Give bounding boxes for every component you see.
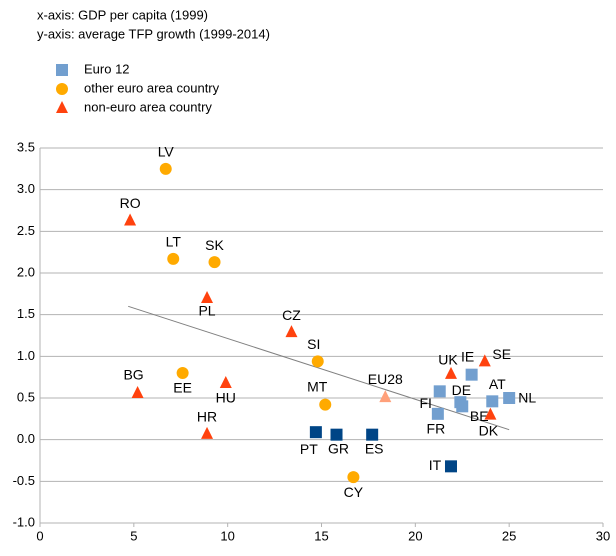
x-tick-label: 10: [220, 528, 234, 543]
point-label: HR: [197, 409, 217, 425]
marker: [309, 426, 322, 439]
y-tick-label: 1.0: [17, 348, 35, 363]
legend-label: other euro area country: [84, 80, 220, 95]
x-tick-label: 20: [408, 528, 422, 543]
marker: [330, 428, 343, 441]
marker: [319, 398, 332, 411]
marker: [486, 395, 499, 408]
trendline: [128, 305, 510, 431]
x-tick-label: 5: [130, 528, 137, 543]
x-tick-label: 0: [36, 528, 43, 543]
marker: [456, 400, 469, 413]
point-label: UK: [438, 352, 458, 368]
marker: [176, 367, 189, 379]
x-tick-label: 30: [596, 528, 610, 543]
point-label: ES: [365, 440, 384, 456]
point-label: BG: [123, 367, 143, 383]
y-tick-label: 0.5: [17, 389, 35, 404]
y-tick-label: 2.0: [17, 264, 35, 279]
point-label: IT: [429, 457, 442, 473]
marker: [201, 291, 214, 303]
point-label: AT: [489, 376, 506, 392]
point-label: LV: [158, 144, 175, 160]
point-label: EU28: [368, 371, 403, 387]
marker: [444, 366, 457, 379]
marker: [366, 428, 379, 441]
legend-label: Euro 12: [84, 61, 130, 76]
marker: [159, 162, 172, 175]
marker: [347, 471, 360, 484]
point-label: LT: [166, 234, 182, 250]
point-label: CY: [344, 484, 364, 500]
marker: [465, 368, 478, 381]
point-label: DE: [452, 382, 471, 398]
marker: [285, 325, 298, 338]
point-label: FR: [427, 421, 446, 437]
y-tick-label: -0.5: [13, 473, 35, 488]
point-label: SI: [307, 336, 320, 352]
y-tick-label: 3.5: [17, 139, 35, 154]
point-label: PL: [198, 303, 215, 319]
x-tick-label: 25: [502, 528, 516, 543]
marker: [201, 426, 214, 439]
y-tick-label: 1.5: [17, 306, 35, 321]
marker: [56, 101, 68, 113]
point-label: DK: [479, 422, 499, 438]
marker: [56, 64, 68, 76]
point-label: HU: [216, 390, 236, 406]
point-label: GR: [328, 440, 349, 456]
marker: [208, 256, 221, 269]
point-label: IE: [461, 348, 474, 364]
marker: [503, 392, 516, 404]
point-label: MT: [307, 378, 328, 394]
marker: [219, 376, 232, 388]
marker: [167, 252, 180, 265]
marker: [131, 386, 144, 398]
x-tick-label: 15: [314, 528, 328, 543]
marker: [478, 354, 491, 367]
marker: [379, 390, 392, 403]
marker: [431, 407, 444, 420]
y-tick-label: 2.5: [17, 223, 35, 238]
marker: [124, 213, 137, 226]
marker: [433, 385, 446, 398]
point-label: EE: [173, 380, 192, 396]
point-label: BE: [470, 408, 489, 424]
point-label: CZ: [282, 307, 301, 323]
marker: [484, 407, 497, 420]
point-label: SE: [492, 346, 511, 362]
point-label: PT: [300, 441, 318, 457]
y-tick-label: 0.0: [17, 431, 35, 446]
legend-label: non-euro area country: [84, 99, 212, 114]
y-tick-label: 3.0: [17, 181, 35, 196]
marker: [311, 355, 324, 368]
point-label: FI: [420, 395, 432, 411]
y-tick-label: -1.0: [13, 514, 35, 529]
point-label: RO: [120, 195, 141, 211]
point-label: NL: [518, 390, 536, 406]
note: y-axis: average TFP growth (1999-2014): [37, 26, 270, 41]
note: x-axis: GDP per capita (1999): [37, 7, 208, 22]
marker: [56, 83, 68, 95]
point-label: SK: [205, 237, 224, 253]
marker: [444, 460, 457, 473]
